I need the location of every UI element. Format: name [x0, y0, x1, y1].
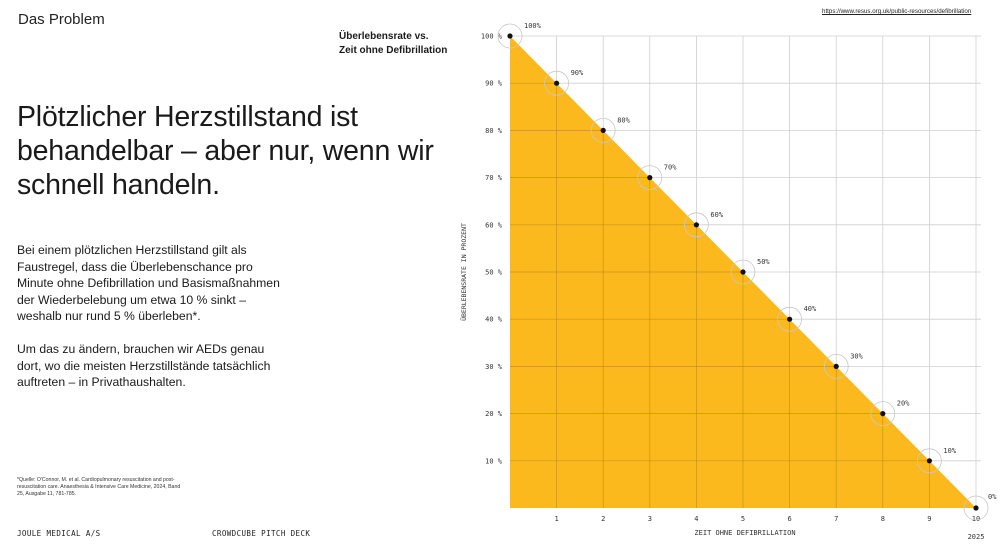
- body-paragraph-2: Um das zu ändern, brauchen wir AEDs gena…: [17, 342, 271, 389]
- point-label: 40%: [804, 305, 817, 313]
- point-halo-icon: [963, 495, 989, 521]
- chart-points: 100% 90% 80% 70% 60% 50% 40% 30% 20% 10% 0%: [497, 22, 997, 521]
- point-label: 0%: [988, 493, 997, 501]
- point-label: 60%: [710, 211, 723, 219]
- footnote: *Quelle: O'Connor, M. et al. Cardiopulmo…: [17, 477, 181, 497]
- point-dot-icon: [740, 269, 746, 275]
- y-tick-label: 50 %: [485, 269, 503, 277]
- point-label: 80%: [617, 116, 630, 124]
- x-tick-label: 8: [881, 515, 885, 523]
- chart-axes: 100 % 90 % 80 % 70 % 60 % 50 % 40 % 30 % 20 % 10 …: [481, 33, 980, 524]
- data-point: 90%: [544, 69, 584, 96]
- point-dot-icon: [926, 458, 933, 464]
- point-label: 30%: [850, 352, 863, 360]
- point-label: 100%: [524, 22, 542, 30]
- footer-company: JOULE MEDICAL A/S: [17, 529, 101, 538]
- section-title: Das Problem: [18, 11, 105, 28]
- y-tick-label: 70 %: [485, 174, 503, 182]
- data-point: 40%: [777, 305, 817, 332]
- point-dot-icon: [833, 363, 839, 369]
- point-dot-icon: [787, 316, 793, 322]
- x-tick-label: 5: [741, 515, 745, 523]
- point-halo-icon: [917, 448, 942, 474]
- body-text: Bei einem plötzlichen Herzstillstand gil…: [17, 242, 287, 407]
- point-dot-icon: [973, 505, 979, 511]
- chart-caption: Überlebensrate vs. Zeit ohne Defibrillat…: [339, 30, 447, 58]
- data-point: 50%: [730, 258, 770, 285]
- y-tick-label: 100 %: [481, 33, 503, 41]
- x-tick-label: 7: [834, 515, 838, 523]
- data-point: 10%: [917, 447, 957, 474]
- point-label: 90%: [571, 69, 584, 77]
- point-dot-icon: [507, 33, 513, 39]
- data-point: 0%: [963, 493, 997, 521]
- point-dot-icon: [600, 127, 606, 133]
- data-point: 30%: [823, 352, 864, 379]
- point-label: 50%: [757, 258, 770, 266]
- data-point: 60%: [684, 211, 724, 238]
- point-halo-icon: [637, 165, 663, 191]
- point-dot-icon: [647, 175, 653, 181]
- x-tick-label: 1: [554, 515, 558, 523]
- point-halo-icon: [684, 212, 709, 238]
- headline: Plötzlicher Herzstillstand ist behandelb…: [17, 101, 434, 201]
- point-halo-icon: [730, 259, 756, 285]
- point-halo-icon: [544, 70, 569, 96]
- point-dot-icon: [693, 222, 700, 228]
- point-dot-icon: [554, 80, 560, 86]
- x-tick-label: 2: [601, 515, 605, 523]
- data-point: 20%: [870, 400, 910, 427]
- x-tick-label: 3: [648, 515, 652, 523]
- point-halo-icon: [870, 401, 896, 427]
- y-tick-label: 40 %: [485, 316, 503, 324]
- data-point: 100%: [497, 22, 542, 49]
- x-tick-label: 6: [787, 515, 791, 523]
- point-halo-icon: [777, 306, 802, 332]
- data-point: 70%: [637, 164, 677, 191]
- chart-caption-line-2: Zeit ohne Defibrillation: [339, 45, 448, 56]
- year-annotation: 2025: [968, 533, 985, 541]
- y-tick-label: 90 %: [485, 80, 503, 88]
- point-label: 70%: [664, 164, 677, 172]
- point-label: 10%: [943, 447, 956, 455]
- chart-caption-line-1: Überlebensrate vs.: [339, 31, 429, 42]
- point-halo-icon: [590, 117, 616, 143]
- x-tick-label: 4: [694, 515, 698, 523]
- point-halo-icon: [823, 353, 849, 379]
- body-paragraph-1: Bei einem plötzlichen Herzstillstand gil…: [17, 243, 280, 323]
- x-tick-label: 9: [927, 515, 931, 523]
- y-tick-label: 30 %: [485, 363, 503, 371]
- y-tick-label: 10 %: [485, 457, 503, 465]
- x-axis-label: ZEIT OHNE DEFIBRILLATION: [694, 529, 795, 537]
- y-tick-label: 20 %: [485, 410, 503, 418]
- point-dot-icon: [880, 411, 886, 417]
- source-link[interactable]: https://www.resus.org.uk/public-resource…: [822, 8, 972, 15]
- x-tick-label: 10: [972, 515, 980, 523]
- y-tick-label: 60 %: [485, 221, 503, 229]
- y-axis-label: ÜBERLEBENSRATE IN PROZENT: [459, 223, 468, 321]
- point-halo-icon: [497, 23, 523, 49]
- footer-deck: CROWDCUBE PITCH DECK: [212, 529, 311, 538]
- data-point: 80%: [590, 116, 631, 143]
- point-label: 20%: [897, 400, 910, 408]
- y-tick-label: 80 %: [485, 127, 503, 135]
